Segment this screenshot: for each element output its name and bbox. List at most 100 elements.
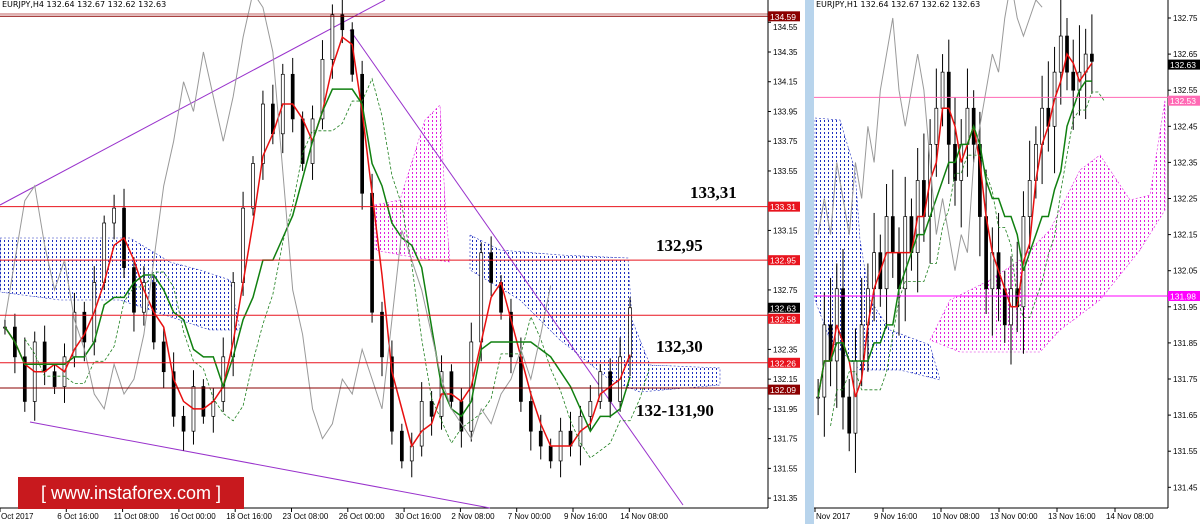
candle-body — [241, 207, 245, 283]
x-tick-label: Nov 2017 — [816, 512, 851, 521]
candle-body — [965, 107, 970, 145]
candle-body — [489, 252, 493, 283]
candle-body — [934, 107, 939, 145]
price-label-bg — [1168, 290, 1200, 301]
candle-body — [22, 356, 27, 402]
y-tick-label: 131.75 — [773, 435, 798, 444]
candle-body — [1090, 53, 1094, 62]
candle-body — [897, 252, 901, 290]
price-label-bg — [768, 11, 800, 22]
candle-body — [872, 252, 876, 290]
candle-body — [360, 73, 364, 194]
x-tick-label: 18 Oct 16:00 — [226, 512, 272, 521]
candle-body — [211, 401, 216, 417]
x-tick-label: 16 Oct 00:00 — [170, 512, 216, 521]
x-tick-label: 2 Nov 08:00 — [451, 512, 495, 521]
annotation-132-95: 132,95 — [656, 236, 703, 255]
candle-body — [1058, 35, 1063, 73]
candle-body — [816, 396, 820, 399]
price-label-bg — [768, 201, 800, 212]
y-tick-label: 134.35 — [773, 48, 798, 57]
candle-body — [419, 401, 424, 447]
kijun-line — [817, 80, 1092, 398]
candle-body — [528, 401, 533, 432]
left-chart-header: EURJPY,H4 132.64 132.67 132.62 132.63 — [2, 0, 167, 9]
price-label-bg — [1168, 59, 1200, 70]
candle-body — [429, 401, 434, 417]
annotation-133-31: 133,31 — [690, 183, 737, 202]
x-tick-label: 26 Oct 00:00 — [339, 512, 385, 521]
x-tick-label: 13 Nov 16:00 — [1048, 512, 1096, 521]
y-tick-label: 131.45 — [1173, 483, 1198, 492]
candle-body — [171, 371, 176, 417]
candle-body — [52, 371, 57, 387]
price-label-bg — [768, 313, 800, 324]
x-tick-label: 9 Nov 16:00 — [874, 512, 918, 521]
candle-body — [380, 311, 384, 358]
trendline-lower — [29, 421, 491, 509]
y-tick-label: 132.75 — [773, 286, 798, 295]
left-cloud-blue-2 — [469, 234, 721, 393]
candle-body — [548, 445, 553, 462]
y-tick-label: 134.55 — [773, 23, 798, 32]
price-label: 132.53 — [1170, 96, 1196, 106]
candle-body — [132, 267, 136, 313]
candle-body — [449, 371, 454, 402]
candle-body — [201, 386, 206, 417]
price-label: 131.98 — [1170, 291, 1196, 301]
y-tick-label: 131.95 — [773, 405, 798, 414]
candle-body — [340, 14, 345, 31]
price-label: 132.26 — [770, 358, 796, 368]
y-tick-label: 132.05 — [1173, 267, 1198, 276]
y-tick-label: 133.95 — [773, 107, 798, 116]
y-tick-label: 131.55 — [1173, 447, 1198, 456]
annotation-132-131-90: 132-131,90 — [636, 401, 714, 420]
price-label: 134.59 — [770, 12, 796, 22]
candle-body — [161, 341, 166, 373]
trendline-descending — [349, 29, 684, 506]
candle-body — [409, 445, 414, 462]
y-tick-label: 132.25 — [1173, 195, 1198, 204]
price-label: 132.63 — [1170, 60, 1196, 70]
x-tick-label: 30 Oct 16:00 — [395, 512, 441, 521]
y-tick-label: 132.75 — [1173, 14, 1198, 23]
candle-body — [82, 311, 87, 343]
price-label-bg — [768, 302, 800, 313]
left-cloud-magenta — [374, 104, 451, 263]
y-tick-label: 132.65 — [1173, 50, 1198, 59]
y-tick-label: 131.95 — [1173, 303, 1198, 312]
y-tick-label: 134.15 — [773, 78, 798, 87]
candle-body — [859, 324, 864, 362]
candle-body — [42, 341, 47, 373]
candle-body — [538, 430, 543, 447]
candle-body — [251, 163, 255, 209]
left-cloud-blue-1 — [0, 237, 241, 331]
candle-body — [1071, 71, 1076, 91]
candle-body — [1002, 288, 1007, 326]
watermark-logo: [ www.instaforex.com ] — [18, 477, 244, 509]
candle-body — [112, 207, 116, 224]
y-tick-label: 131.75 — [1173, 375, 1198, 384]
candle-body — [390, 356, 394, 432]
y-tick-label: 131.85 — [1173, 339, 1198, 348]
candle-body — [142, 282, 146, 313]
price-label: 132.95 — [770, 256, 796, 266]
price-label-bg — [768, 357, 800, 368]
y-tick-label: 131.55 — [773, 464, 798, 473]
dashed-indicator-line — [24, 77, 651, 459]
candle-body — [1040, 107, 1044, 145]
candle-body — [290, 73, 295, 120]
y-tick-label: 131.65 — [1173, 411, 1198, 420]
price-label-bg — [768, 384, 800, 395]
price-label: 132.09 — [770, 385, 796, 395]
x-tick-label: 9 Nov 16:00 — [564, 512, 608, 521]
candle-body — [1027, 180, 1032, 217]
x-tick-label: 7 Nov 00:00 — [508, 512, 552, 521]
y-tick-label: 133.55 — [773, 167, 798, 176]
y-tick-label: 132.35 — [1173, 158, 1198, 167]
x-tick-label: Oct 2017 — [1, 512, 34, 521]
x-tick-label: 13 Nov 00:00 — [990, 512, 1038, 521]
y-tick-label: 131.35 — [773, 494, 798, 503]
dashed-indicator-line — [830, 91, 1105, 426]
chikou-line — [4, 0, 552, 440]
